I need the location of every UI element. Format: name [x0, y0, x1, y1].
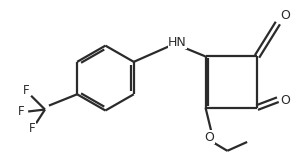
Text: HN: HN [168, 36, 187, 49]
Text: F: F [18, 105, 24, 118]
Text: O: O [280, 94, 290, 107]
Text: O: O [280, 9, 290, 22]
Text: O: O [204, 131, 215, 144]
Text: F: F [23, 84, 29, 97]
Text: F: F [29, 122, 35, 135]
